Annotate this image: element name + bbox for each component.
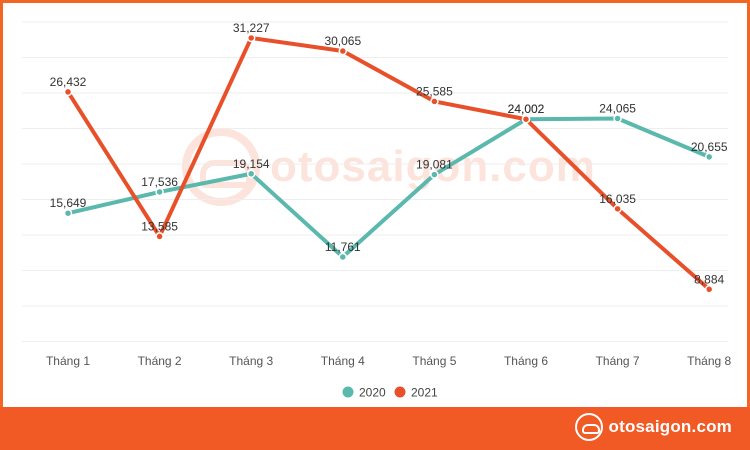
legend-marker[interactable] [342,386,354,398]
line-chart: Tháng 1 Tháng 2 Tháng 3 Tháng 4 Tháng 5 Tháng… [22,21,732,400]
data-label: 25,585 [416,84,453,98]
series-line-2020 [66,116,712,259]
data-point[interactable] [63,87,73,97]
otosaigon-car-logo-icon [574,413,603,441]
x-tick-label: Tháng 2 [138,354,182,368]
x-tick-label: Tháng 3 [229,354,273,368]
data-point[interactable] [613,114,622,123]
data-label: 17,536 [141,175,178,189]
data-point[interactable] [338,252,348,262]
data-point[interactable] [430,97,439,106]
data-label: 19,081 [416,158,453,172]
data-label: 30,065 [324,34,361,48]
x-tick-label: Tháng 6 [504,354,548,368]
footer-bar: otosaigon.com [0,407,750,450]
legend: 2020 2021 [342,386,438,400]
data-point[interactable] [155,187,164,197]
x-axis-labels: Tháng 1 Tháng 2 Tháng 3 Tháng 4 Tháng 5 Tháng… [46,354,732,368]
data-label: 13,585 [141,219,178,233]
x-tick-label: Tháng 4 [321,354,365,368]
data-point[interactable] [246,169,256,179]
data-point[interactable] [155,232,164,241]
data-label: 24,002 [508,102,545,116]
data-point[interactable] [338,46,348,56]
x-tick-label: Tháng 1 [46,354,90,368]
data-label: 20,655 [691,140,728,154]
legend-label[interactable]: 2020 [359,386,386,400]
data-label: 16,035 [599,192,636,206]
footer-logo-text: otosaigon.com [608,417,732,436]
data-label: 11,761 [325,240,361,254]
legend-label[interactable]: 2021 [411,386,438,400]
data-label: 19,154 [233,157,270,171]
x-tick-label: Tháng 7 [596,354,640,368]
grid-lines [22,21,728,342]
data-point[interactable] [613,204,622,214]
data-point[interactable] [521,114,531,124]
data-label: 24,065 [599,102,636,116]
data-point[interactable] [704,152,714,162]
data-label: 26,432 [50,75,87,89]
legend-marker[interactable] [394,386,406,398]
data-labels: 15,649 17,536 19,154 11,761 19,081 24,002 24,0… [50,21,728,286]
data-label: 31,227 [233,21,270,35]
x-tick-label: Tháng 8 [687,354,731,368]
data-point[interactable] [63,208,73,218]
data-label: 15,649 [50,196,87,210]
data-point[interactable] [430,170,439,179]
series-line-2021 [66,35,712,292]
x-tick-label: Tháng 5 [412,354,456,368]
data-point[interactable] [246,33,256,43]
data-points [63,33,714,294]
series-lines [66,35,712,292]
data-label: 8,884 [694,272,724,286]
data-point[interactable] [704,285,714,294]
data-label: 24,002 [508,102,545,116]
footer-logo[interactable]: otosaigon.com [574,413,733,441]
